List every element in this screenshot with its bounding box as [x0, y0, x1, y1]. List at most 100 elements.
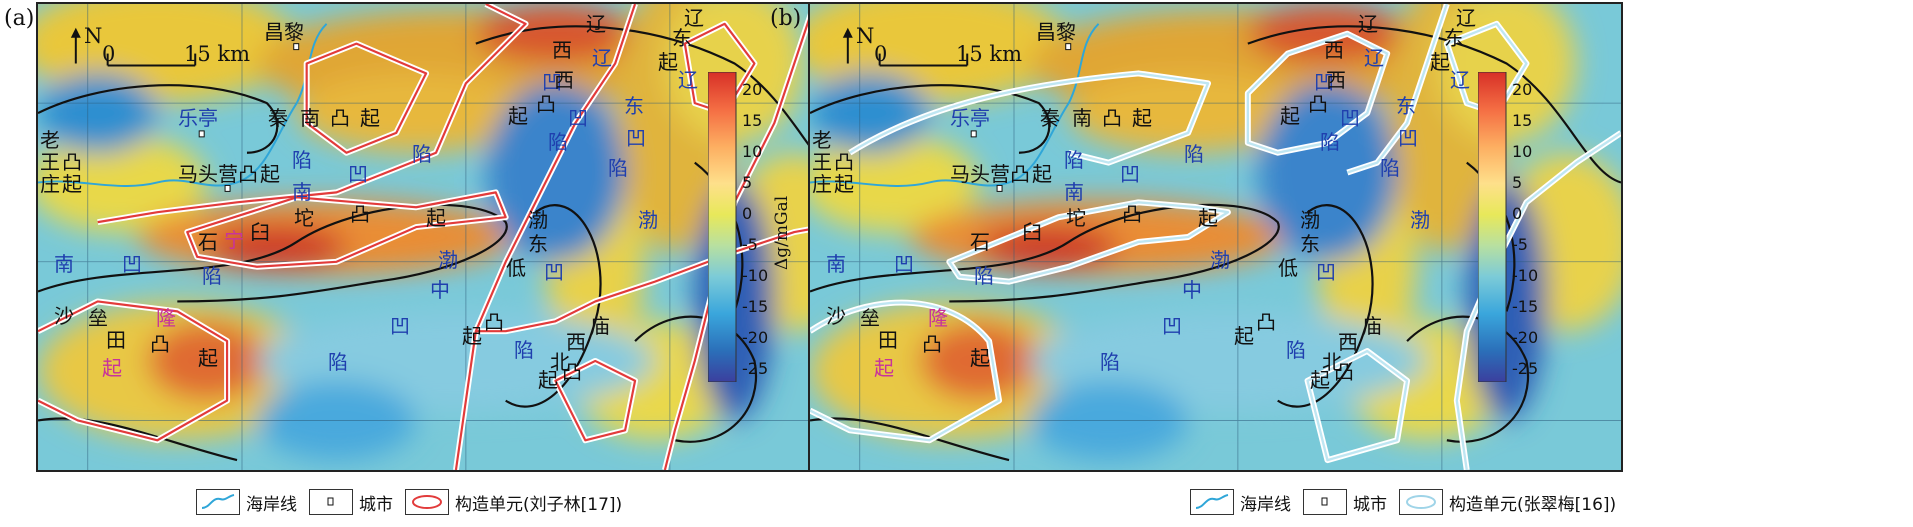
unit-ao4-a: 凹: [542, 70, 562, 94]
legend-a-city-label: 城市: [359, 494, 393, 515]
unit-qi7-a: 起: [508, 104, 528, 128]
unit-tu5-a: 凸: [150, 332, 170, 356]
cbar-b-tick-m5: -5: [1512, 235, 1528, 254]
unit-qi1-b: 起: [834, 172, 854, 196]
unit-xi2-a: 西: [554, 68, 574, 92]
panel-b-tag: (b): [770, 6, 802, 31]
unit-xian1-b: 陷: [1064, 148, 1084, 172]
unit-bai-b: 臼: [1022, 220, 1042, 244]
unit-bo1-b: 渤: [1300, 208, 1320, 232]
unit-miao-b: 庙: [1362, 314, 1382, 338]
unit-dong3-b: 东: [1444, 26, 1464, 50]
colorbar-a: [708, 72, 737, 382]
unit-bo2-b: 渤: [1210, 248, 1230, 272]
unit-qi9-a: 起: [462, 324, 482, 348]
unit-liao1-a: 辽: [586, 12, 606, 36]
unit-dong3-a: 东: [672, 26, 692, 50]
unit-ao6-a: 凹: [626, 126, 646, 150]
unit-tu6-b: 凸: [1308, 92, 1328, 116]
unit-xian1-a: 陷: [292, 148, 312, 172]
unit-xi3-b: 西: [1338, 330, 1358, 354]
unit-liao1-b: 辽: [1358, 12, 1378, 36]
north-label-a: N: [84, 24, 103, 48]
scale-zero-b: 0: [874, 42, 888, 66]
unit-dong1-b: 东: [1300, 232, 1320, 256]
unit-xian3-a: 陷: [328, 350, 348, 374]
unit-lei-b: 垒: [860, 306, 880, 330]
unit-xian6-a: 陷: [608, 156, 628, 180]
city-changli-b: 昌黎: [1036, 20, 1076, 44]
unit-tu4-b: 凸: [1122, 202, 1142, 226]
unit-tian-b: 田: [878, 328, 898, 352]
legend-b-unit-label: 构造单元(张翠梅[16]): [1449, 494, 1617, 515]
unit-nan3-a: 南: [54, 252, 74, 276]
unit-qin-a: 秦: [268, 106, 288, 130]
unit-qi6-a: 起: [198, 346, 218, 370]
unit-zhuang-b: 庄: [812, 172, 832, 196]
unit-nan3-b: 南: [826, 252, 846, 276]
unit-sha-b: 沙: [826, 304, 846, 328]
panel-a-tag: (a): [4, 6, 35, 31]
legend-b-coast: 海岸线: [1190, 489, 1291, 515]
unit-liao4-a: 辽: [678, 68, 698, 92]
unit-liao4-b: 辽: [1450, 68, 1470, 92]
unit-tu3-b: 凸: [1102, 106, 1122, 130]
unit-shi-a: 石: [198, 230, 218, 254]
unit-ao5-a: 凹: [568, 106, 588, 130]
unit-xian2-a: 陷: [412, 142, 432, 166]
unit-bei-b: 北: [1322, 350, 1342, 374]
unit-bo1-a: 渤: [528, 208, 548, 232]
coastline-icon: [196, 489, 240, 515]
cbar-a-tick-m20: -20: [742, 328, 769, 347]
cbar-a-tick-m5: -5: [742, 235, 758, 254]
unit-xian6-b: 陷: [1380, 156, 1400, 180]
unit-tian-a: 田: [106, 328, 126, 352]
unit-lao-b: 老: [812, 128, 832, 152]
unit-nan-a: 南: [300, 106, 320, 130]
city-leting-a: 乐亭: [178, 106, 218, 130]
cbar-a-tick-15: 15: [742, 111, 763, 130]
unit-di-b: 低: [1278, 256, 1298, 280]
unit-nan-b: 南: [1072, 106, 1092, 130]
legend-b-city-label: 城市: [1353, 494, 1387, 515]
cbar-a-tick-m10: -10: [742, 266, 769, 285]
unit-xi1-a: 西: [552, 38, 572, 62]
unit-ao6-b: 凹: [1398, 126, 1418, 150]
unit-xian7-a: 陷: [514, 338, 534, 362]
city-leting-b: 乐亭: [950, 106, 990, 130]
unit-liao2-a: 辽: [592, 46, 612, 70]
legend-b-coast-label: 海岸线: [1240, 494, 1291, 515]
legend-a: 海岸线 城市 构造单元(刘子林[17]): [196, 484, 622, 520]
city-matouying-a: 马头营: [178, 162, 238, 186]
cbar-a-tick-5: 5: [742, 173, 753, 192]
unit-tu7-b: 凸: [1256, 310, 1276, 334]
structural-unit-icon-red: [405, 489, 449, 515]
unit-qi2-a: 起: [260, 162, 280, 186]
unit-qi5-b: 起: [874, 356, 894, 380]
unit-xian3-b: 陷: [1100, 350, 1120, 374]
legend-a-city: 城市: [309, 489, 393, 515]
unit-lei-a: 垒: [88, 306, 108, 330]
unit-xian2-b: 陷: [1184, 142, 1204, 166]
unit-tuo-b: 坨: [1066, 206, 1086, 230]
unit-sha-a: 沙: [54, 304, 74, 328]
unit-qi6-b: 起: [970, 346, 990, 370]
structural-unit-icon-blue: [1399, 489, 1443, 515]
legend-b: 海岸线 城市 构造单元(张翠梅[16]): [1190, 484, 1616, 520]
city-changli-a: 昌黎: [264, 20, 304, 44]
unit-ao1-a: 凹: [348, 162, 368, 186]
cbar-b-tick-m15: -15: [1512, 297, 1539, 316]
unit-tu5-b: 凸: [922, 332, 942, 356]
unit-tu1-b: 凸: [834, 150, 854, 174]
scale-dist-a: 15 km: [184, 42, 251, 66]
cbar-a-tick-m25: -25: [742, 359, 769, 378]
unit-zhong-a: 中: [430, 278, 450, 302]
city-matouying-b: 马头营: [950, 162, 1010, 186]
cbar-b-tick-m10: -10: [1512, 266, 1539, 285]
cbar-b-tick-15: 15: [1512, 111, 1533, 130]
unit-qi8-b: 起: [1430, 50, 1450, 74]
cbar-b-tick-5: 5: [1512, 173, 1523, 192]
unit-tuo-a: 坨: [294, 206, 314, 230]
cbar-a-tick-10: 10: [742, 142, 763, 161]
unit-qi4-b: 起: [1198, 206, 1218, 230]
